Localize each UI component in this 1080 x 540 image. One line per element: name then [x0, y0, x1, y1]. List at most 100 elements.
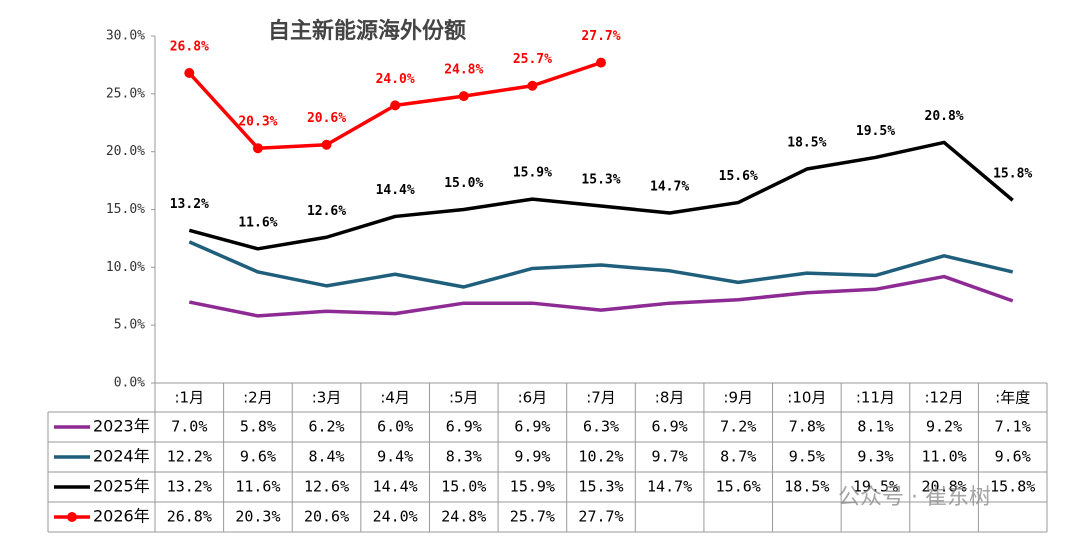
data-label: 14.7% — [650, 179, 689, 194]
legend-label: 2026年 — [93, 507, 150, 526]
x-tick-label: :3月 — [312, 389, 342, 407]
data-label: 20.8% — [925, 109, 964, 124]
table-cell: 6.9% — [514, 418, 550, 436]
data-label: 15.8% — [993, 167, 1032, 182]
table-cell: 25.7% — [510, 508, 555, 526]
marker — [527, 80, 538, 91]
table-cell: 24.0% — [373, 508, 418, 526]
series-line — [188, 240, 1014, 289]
table-cell: 14.4% — [373, 478, 418, 496]
x-tick-label: :11月 — [856, 389, 895, 407]
x-tick-label: :10月 — [787, 389, 826, 407]
table-cell: 9.6% — [240, 448, 276, 466]
table-cell: 15.0% — [441, 478, 486, 496]
x-tick-label: :12月 — [924, 389, 963, 407]
data-label: 14.4% — [376, 183, 415, 198]
marker — [321, 139, 332, 150]
table-cell: 14.7% — [647, 478, 692, 496]
data-label: 18.5% — [787, 136, 826, 151]
series-line — [188, 140, 1014, 251]
legend-marker — [67, 512, 77, 522]
table-cell: 9.9% — [514, 448, 550, 466]
table-cell: 15.3% — [578, 478, 623, 496]
x-tick-label: :9月 — [723, 389, 753, 407]
table-cell: 9.6% — [995, 448, 1031, 466]
y-tick-label: 10.0% — [106, 260, 145, 275]
table-cell: 20.3% — [235, 508, 280, 526]
table-cell: 20.6% — [304, 508, 349, 526]
table-cell: 15.9% — [510, 478, 555, 496]
data-label: 15.0% — [444, 176, 483, 191]
table-cell: 10.2% — [578, 448, 623, 466]
data-label: 20.3% — [238, 115, 277, 130]
marker — [458, 91, 469, 102]
x-tick-label: :7月 — [586, 389, 616, 407]
data-label: 25.7% — [513, 52, 552, 67]
table-cell: 11.0% — [921, 448, 966, 466]
table-cell: 8.4% — [308, 448, 344, 466]
table-cell: 20.8% — [921, 478, 966, 496]
data-label: 26.8% — [170, 40, 209, 55]
watermark: 公众号 · 崔东树 — [838, 485, 991, 510]
table-cell: 7.2% — [720, 418, 756, 436]
table-cell: 9.3% — [857, 448, 893, 466]
table-cell: 8.1% — [857, 418, 893, 436]
data-label: 12.6% — [307, 204, 346, 219]
table-cell: 9.7% — [652, 448, 688, 466]
x-tick-label: :年度 — [995, 389, 1030, 407]
table-cell: 15.8% — [990, 478, 1035, 496]
x-tick-label: :1月 — [175, 389, 205, 407]
x-tick-label: :6月 — [518, 389, 548, 407]
data-label: 27.7% — [581, 29, 620, 44]
marker — [184, 68, 195, 79]
x-tick-label: :4月 — [380, 389, 410, 407]
y-tick-label: 0.0% — [114, 376, 145, 391]
legend-label: 2025年 — [93, 477, 150, 496]
data-label: 11.6% — [238, 215, 277, 230]
table-cell: 19.5% — [853, 478, 898, 496]
marker — [252, 143, 263, 154]
table-cell: 5.8% — [240, 418, 276, 436]
table-cell: 8.3% — [446, 448, 482, 466]
x-tick-label: :2月 — [243, 389, 273, 407]
table-cell: 9.2% — [926, 418, 962, 436]
x-tick-label: :8月 — [655, 389, 685, 407]
table-cell: 6.9% — [652, 418, 688, 436]
legend-label: 2023年 — [93, 417, 150, 436]
table-cell: 11.6% — [235, 478, 280, 496]
table-cell: 8.7% — [720, 448, 756, 466]
marker — [596, 57, 606, 68]
table-cell: 7.8% — [789, 418, 825, 436]
table-cell: 27.7% — [578, 508, 623, 526]
data-label: 13.2% — [170, 197, 209, 212]
chart-title: 自主新能源海外份额 — [268, 18, 466, 44]
data-label: 15.3% — [581, 173, 620, 188]
table-cell: 12.2% — [167, 448, 212, 466]
y-tick-label: 30.0% — [106, 29, 145, 44]
data-label: 15.9% — [513, 166, 552, 181]
table-cell: 6.0% — [377, 418, 413, 436]
table-cell: 18.5% — [784, 478, 829, 496]
y-tick-label: 5.0% — [114, 318, 145, 333]
table-cell: 15.6% — [716, 478, 761, 496]
table-cell: 24.8% — [441, 508, 486, 526]
table-cell: 6.3% — [583, 418, 619, 436]
legend-label: 2024年 — [93, 447, 150, 466]
table-cell: 13.2% — [167, 478, 212, 496]
data-label: 20.6% — [307, 111, 346, 126]
data-label: 15.6% — [719, 169, 758, 184]
table-cell: 7.1% — [995, 418, 1031, 436]
table-cell: 7.0% — [171, 418, 207, 436]
series-line — [188, 274, 1014, 318]
y-tick-label: 20.0% — [106, 144, 145, 159]
table-cell: 9.4% — [377, 448, 413, 466]
y-tick-label: 25.0% — [106, 86, 145, 101]
table-cell: 9.5% — [789, 448, 825, 466]
table-cell: 26.8% — [167, 508, 212, 526]
data-label: 24.0% — [376, 72, 415, 87]
data-label: 19.5% — [856, 124, 895, 139]
table-cell: 6.2% — [308, 418, 344, 436]
x-tick-label: :5月 — [449, 389, 479, 407]
table-cell: 12.6% — [304, 478, 349, 496]
